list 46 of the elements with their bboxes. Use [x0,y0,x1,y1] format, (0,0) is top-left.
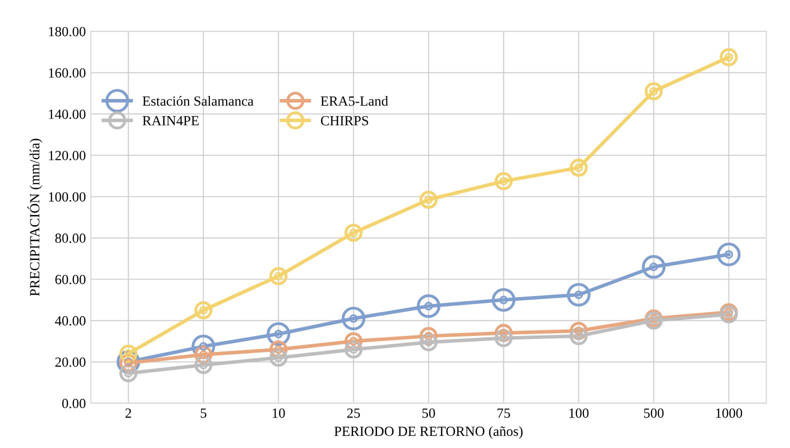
x-tick-label: 5 [200,408,206,418]
legend-label: CHIRPS [320,116,368,126]
point [194,301,212,320]
point [269,267,288,286]
y-tick-label: 100.00 [49,192,86,202]
y-tick-label: 60.00 [55,274,86,284]
x-tick-label: 10 [272,408,285,418]
y-tick-label: 160.00 [49,68,86,78]
y-tick-label: 20.00 [55,357,86,367]
point [416,294,440,318]
point [266,322,290,346]
x-tick-label: 100 [569,408,589,418]
x-tick-label: 50 [422,408,435,418]
y-tick-label: 180.00 [49,26,86,36]
point [342,306,366,330]
y-tick-label: 80.00 [55,234,86,243]
point [344,340,363,359]
x-axis-title: PERIODO DE RETORNO (años) [334,426,523,439]
x-tick-label: 1000 [716,408,742,418]
point [119,364,138,382]
point [492,288,516,312]
y-tick-label: 140.00 [49,110,86,120]
point [194,356,212,374]
point [269,348,288,367]
point [720,48,738,66]
legend-label: Estación Salamanca [142,96,254,106]
point [716,242,741,266]
legend-label: ERA5-Land [320,96,388,106]
y-tick-label: 40.00 [55,316,86,326]
x-tick-label: 2 [126,408,132,418]
point [642,255,666,279]
point [494,172,513,190]
point [420,333,438,352]
point [420,190,438,209]
point [570,158,588,177]
point [344,224,363,242]
point [644,82,663,100]
legend-label: RAIN4PE [142,116,199,126]
x-tick-label: 25 [347,408,360,418]
point [566,282,590,307]
y-tick-label: 120.00 [49,150,86,160]
point [494,329,513,348]
y-axis-title: PRECIPITACIÓN (mm/día) [27,138,42,296]
x-tick-label: 75 [498,408,510,418]
y-tick-label: 0.00 [62,398,86,408]
x-tick-label: 500 [644,408,664,418]
